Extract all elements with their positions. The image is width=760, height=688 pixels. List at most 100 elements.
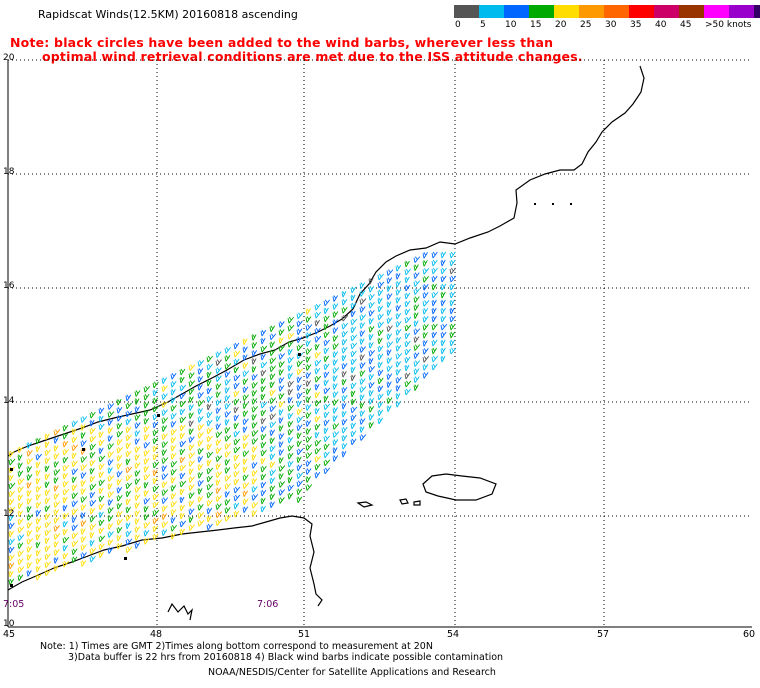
notice-line-2: optimal wind retrieval conditions are me…	[42, 49, 583, 64]
wind-barb	[251, 366, 257, 373]
wind-barb	[269, 373, 276, 381]
wind-barb	[188, 508, 195, 515]
wind-barb	[17, 446, 24, 453]
wind-barb	[341, 362, 348, 370]
wind-barb	[179, 496, 185, 504]
wind-barb	[395, 305, 401, 312]
wind-barb	[242, 354, 248, 361]
wind-barb	[17, 550, 24, 557]
wind-barb	[314, 447, 321, 455]
wind-barb	[179, 416, 187, 424]
wind-barb	[170, 525, 177, 532]
wind-barb	[332, 343, 339, 350]
wind-barb	[188, 380, 196, 387]
wind-barb	[449, 259, 456, 267]
wind-barb	[224, 387, 230, 394]
wind-barb	[125, 506, 132, 514]
wind-barb	[314, 399, 322, 407]
wind-barb	[161, 529, 168, 536]
wind-barb	[143, 425, 150, 433]
wind-barb	[215, 455, 223, 462]
wind-barb	[98, 415, 104, 423]
wind-barb	[161, 401, 168, 408]
wind-barb	[107, 443, 114, 450]
wind-barb	[431, 315, 437, 323]
wind-barb	[269, 445, 276, 453]
wind-barb	[215, 479, 221, 486]
wind-barb	[71, 524, 78, 532]
wind-barb	[143, 473, 151, 481]
wind-barb	[161, 417, 169, 424]
wind-barb	[260, 401, 268, 409]
wind-barb	[296, 480, 303, 488]
legend-label: 20	[555, 20, 567, 30]
wind-barb	[152, 381, 159, 389]
wind-barb	[53, 557, 59, 564]
notice-line-1: Note: black circles have been added to t…	[10, 35, 554, 50]
wind-barb	[62, 440, 69, 448]
wind-barb	[260, 329, 267, 337]
wind-barb	[395, 321, 402, 328]
wind-barb	[332, 359, 338, 366]
wind-barb	[233, 462, 241, 470]
wind-barb	[179, 472, 186, 480]
wind-barb	[350, 326, 357, 334]
wind-barb	[17, 470, 24, 477]
wind-barb	[125, 538, 133, 546]
wind-barb	[350, 366, 356, 374]
wind-barb	[98, 407, 105, 415]
wind-barb	[305, 420, 312, 427]
wind-barb	[152, 485, 160, 493]
wind-barb	[71, 540, 79, 548]
wind-barb	[368, 293, 375, 301]
wind-barb	[17, 502, 24, 509]
wind-barb	[296, 392, 303, 400]
wind-barb	[71, 444, 78, 452]
wind-barb	[44, 489, 51, 496]
wind-barb	[278, 361, 285, 368]
wind-barb	[71, 460, 78, 468]
wind-barb	[188, 420, 194, 427]
wind-barb	[8, 514, 15, 522]
wind-barb	[368, 301, 375, 309]
wind-barb	[323, 307, 329, 315]
wind-barb	[188, 396, 194, 403]
legend-label: 30	[605, 20, 617, 30]
wind-barb	[26, 474, 33, 481]
wind-barb	[170, 493, 177, 500]
wind-barb	[395, 289, 402, 296]
wind-barb	[323, 411, 330, 419]
wind-barb	[44, 465, 50, 472]
wind-barb	[26, 498, 32, 505]
wind-barb	[143, 489, 149, 497]
wind-barb	[359, 378, 366, 385]
wind-barb	[350, 382, 357, 390]
wind-barb	[395, 393, 401, 400]
wind-barb	[53, 469, 61, 476]
wind-barb	[350, 318, 358, 326]
wind-barb	[305, 340, 311, 347]
x-tick-54: 54	[447, 629, 460, 640]
wind-barb	[314, 383, 320, 391]
wind-barb	[206, 427, 213, 435]
wind-barb	[116, 510, 123, 518]
wind-barb	[17, 534, 25, 542]
wind-barb	[53, 565, 59, 572]
wind-barb	[170, 373, 177, 380]
wind-barb	[179, 448, 186, 456]
wind-barb	[287, 428, 294, 436]
wind-barb	[44, 457, 51, 465]
wind-barb	[134, 438, 140, 445]
wind-barb	[188, 452, 195, 459]
wind-barb	[35, 437, 41, 445]
wind-barb	[422, 300, 430, 307]
wind-barb	[260, 473, 267, 481]
wind-barb	[368, 317, 374, 325]
wind-barb	[188, 492, 195, 499]
wind-barb	[161, 465, 168, 472]
wind-barb	[44, 529, 51, 537]
wind-barb	[305, 332, 312, 339]
wind-barb	[449, 267, 457, 275]
wind-barb	[359, 338, 365, 345]
wind-barb	[80, 496, 88, 503]
